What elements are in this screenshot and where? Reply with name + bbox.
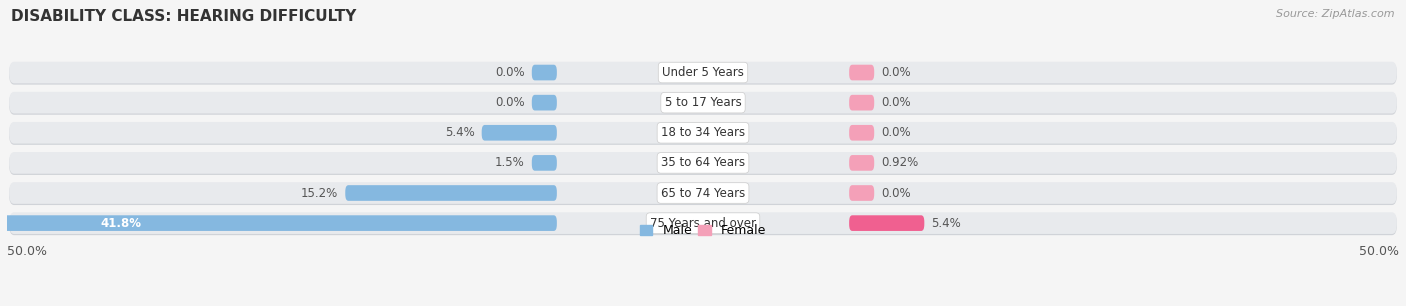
Text: 0.92%: 0.92% <box>882 156 918 170</box>
FancyBboxPatch shape <box>8 152 1398 174</box>
FancyBboxPatch shape <box>8 123 1398 145</box>
Text: 5 to 17 Years: 5 to 17 Years <box>665 96 741 109</box>
FancyBboxPatch shape <box>8 183 1398 205</box>
FancyBboxPatch shape <box>8 182 1398 204</box>
FancyBboxPatch shape <box>0 215 557 231</box>
Text: 15.2%: 15.2% <box>301 186 339 200</box>
FancyBboxPatch shape <box>849 65 875 80</box>
Text: 50.0%: 50.0% <box>1360 245 1399 258</box>
Text: 50.0%: 50.0% <box>7 245 46 258</box>
FancyBboxPatch shape <box>482 125 557 140</box>
Text: 1.5%: 1.5% <box>495 156 524 170</box>
FancyBboxPatch shape <box>849 155 875 171</box>
FancyBboxPatch shape <box>849 185 875 201</box>
FancyBboxPatch shape <box>8 63 1398 84</box>
Text: 65 to 74 Years: 65 to 74 Years <box>661 186 745 200</box>
Text: 0.0%: 0.0% <box>882 96 911 109</box>
Text: 0.0%: 0.0% <box>495 66 524 79</box>
FancyBboxPatch shape <box>8 62 1398 84</box>
Text: DISABILITY CLASS: HEARING DIFFICULTY: DISABILITY CLASS: HEARING DIFFICULTY <box>11 9 357 24</box>
FancyBboxPatch shape <box>849 215 924 231</box>
Text: 41.8%: 41.8% <box>100 217 141 230</box>
FancyBboxPatch shape <box>849 125 875 140</box>
Text: 0.0%: 0.0% <box>882 126 911 139</box>
FancyBboxPatch shape <box>531 65 557 80</box>
FancyBboxPatch shape <box>531 95 557 110</box>
FancyBboxPatch shape <box>8 153 1398 175</box>
Text: 75 Years and over: 75 Years and over <box>650 217 756 230</box>
Text: 0.0%: 0.0% <box>495 96 524 109</box>
Text: Source: ZipAtlas.com: Source: ZipAtlas.com <box>1277 9 1395 19</box>
FancyBboxPatch shape <box>531 155 557 171</box>
FancyBboxPatch shape <box>8 93 1398 115</box>
FancyBboxPatch shape <box>8 122 1398 144</box>
FancyBboxPatch shape <box>8 212 1398 234</box>
FancyBboxPatch shape <box>8 214 1398 235</box>
Text: 35 to 64 Years: 35 to 64 Years <box>661 156 745 170</box>
Text: Under 5 Years: Under 5 Years <box>662 66 744 79</box>
FancyBboxPatch shape <box>849 95 875 110</box>
FancyBboxPatch shape <box>8 92 1398 114</box>
FancyBboxPatch shape <box>346 185 557 201</box>
Text: 5.4%: 5.4% <box>931 217 962 230</box>
Text: 18 to 34 Years: 18 to 34 Years <box>661 126 745 139</box>
Text: 5.4%: 5.4% <box>444 126 475 139</box>
Text: 0.0%: 0.0% <box>882 66 911 79</box>
Legend: Male, Female: Male, Female <box>636 219 770 242</box>
Text: 0.0%: 0.0% <box>882 186 911 200</box>
